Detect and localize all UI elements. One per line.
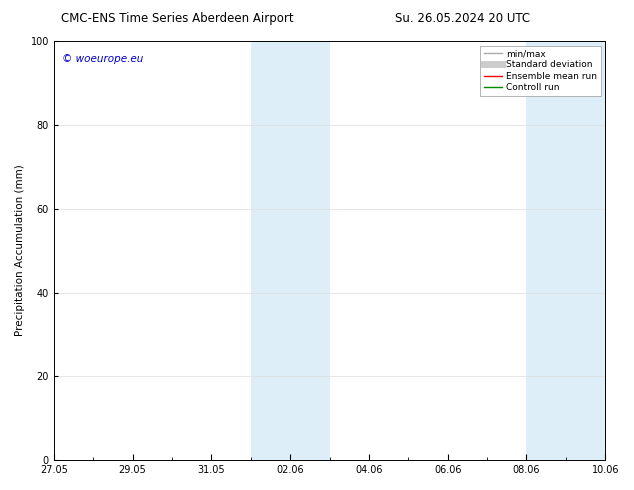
Y-axis label: Precipitation Accumulation (mm): Precipitation Accumulation (mm) <box>15 165 25 337</box>
Text: CMC-ENS Time Series Aberdeen Airport: CMC-ENS Time Series Aberdeen Airport <box>61 12 294 25</box>
Bar <box>250 41 330 460</box>
Bar <box>526 41 605 460</box>
Text: Su. 26.05.2024 20 UTC: Su. 26.05.2024 20 UTC <box>395 12 531 25</box>
Text: © woeurope.eu: © woeurope.eu <box>62 53 143 64</box>
Legend: min/max, Standard deviation, Ensemble mean run, Controll run: min/max, Standard deviation, Ensemble me… <box>480 46 601 96</box>
